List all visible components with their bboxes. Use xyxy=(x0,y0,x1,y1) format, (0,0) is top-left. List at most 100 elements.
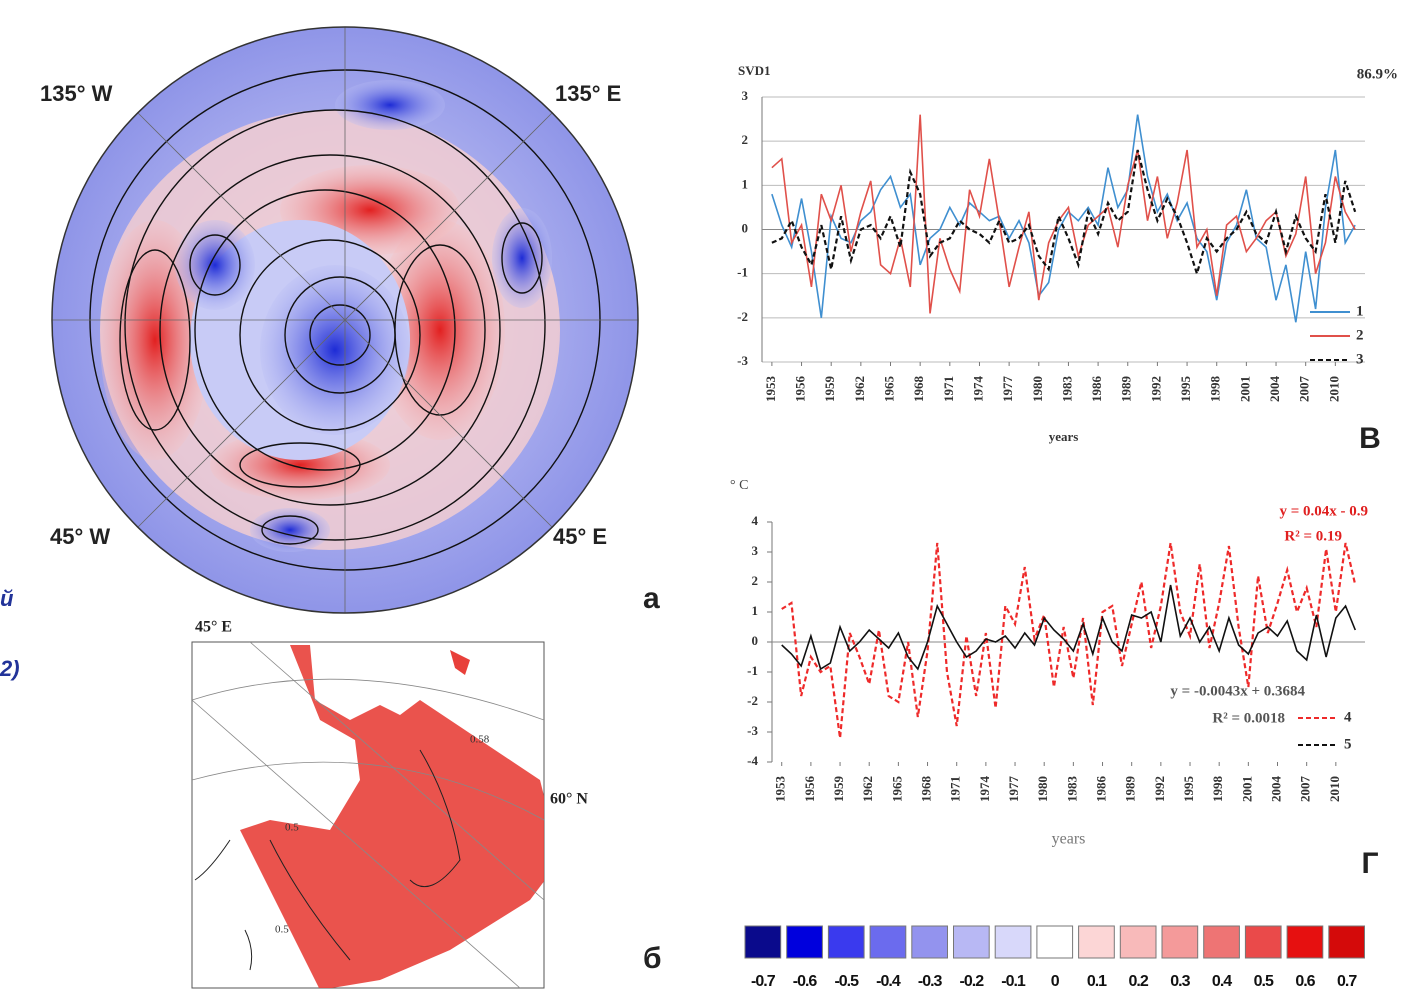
contour-label: 0.5 xyxy=(275,924,289,936)
polar-map xyxy=(52,27,638,613)
colorbar-label: -0.3 xyxy=(918,973,943,990)
polar-border xyxy=(51,26,639,614)
x-tick-label: 1974 xyxy=(970,376,985,403)
color-swatch xyxy=(953,925,990,959)
y-tick-label: 2 xyxy=(742,132,749,147)
panel-label: б xyxy=(643,942,662,975)
x-tick-label: 1968 xyxy=(911,376,926,403)
y-tick-label: 1 xyxy=(742,176,749,191)
x-tick-label: 1965 xyxy=(881,376,896,403)
legend-label: 3 xyxy=(1356,351,1364,367)
chart-title: SVD1 xyxy=(738,63,771,78)
y-tick-label: -3 xyxy=(747,723,758,738)
colorbar-label: 0.4 xyxy=(1212,973,1232,990)
map-label: 45° W xyxy=(50,524,110,549)
map-label: 60° N xyxy=(550,791,588,808)
color-swatch xyxy=(911,925,948,959)
annotation: 86.9% xyxy=(1357,66,1398,82)
y-tick-label: 0 xyxy=(742,220,749,235)
panel-label: Г xyxy=(1361,847,1378,880)
x-tick-label: 2010 xyxy=(1326,376,1341,402)
x-tick-label: 1956 xyxy=(802,776,817,803)
colorbar-label: 0.3 xyxy=(1170,973,1190,990)
series-line xyxy=(771,114,1356,323)
x-tick-label: 1959 xyxy=(831,776,846,803)
colorbar-label: 0.5 xyxy=(1254,973,1274,990)
y-tick-label: 3 xyxy=(742,88,749,103)
x-tick-label: 2001 xyxy=(1237,376,1252,402)
color-swatch xyxy=(1119,925,1157,959)
color-swatch xyxy=(869,925,907,959)
x-tick-label: 1980 xyxy=(1035,776,1050,802)
cut-text: й xyxy=(0,586,14,611)
color-swatch xyxy=(994,925,1032,959)
colorbar-label: 0.6 xyxy=(1295,973,1315,990)
map-label: 45° E xyxy=(553,524,607,549)
x-tick-label: 1956 xyxy=(793,376,808,403)
trend-equation: R² = 0.19 xyxy=(1284,528,1342,544)
x-tick-label: 2004 xyxy=(1268,776,1283,803)
regional-map xyxy=(192,642,544,988)
x-tick-label: 2007 xyxy=(1298,776,1313,803)
colorbar-label: -0.2 xyxy=(960,973,985,990)
y-tick-label: -3 xyxy=(737,353,748,368)
colorbar-label: 0 xyxy=(1051,973,1060,990)
x-tick-label: 1965 xyxy=(889,776,904,803)
x-axis-label: years xyxy=(1049,429,1079,444)
color-swatch xyxy=(1161,925,1199,959)
x-tick-label: 1959 xyxy=(822,376,837,403)
x-tick-label: 1989 xyxy=(1123,776,1138,803)
legend-label: 4 xyxy=(1344,709,1352,725)
x-tick-label: 1983 xyxy=(1064,776,1079,803)
cut-text: 2) xyxy=(0,656,20,681)
x-tick-label: 1971 xyxy=(948,776,963,802)
panel-label: а xyxy=(643,582,660,615)
x-tick-label: 1977 xyxy=(1006,775,1021,802)
color-swatch xyxy=(1328,925,1366,959)
x-tick-label: 1971 xyxy=(941,376,956,402)
x-tick-label: 1986 xyxy=(1094,776,1109,803)
x-tick-label: 1974 xyxy=(977,776,992,803)
y-tick-label: -4 xyxy=(747,753,758,768)
colorbar-label: -0.4 xyxy=(876,973,901,990)
colorbar-label: -0.5 xyxy=(834,973,859,990)
colorbar-label: 0.7 xyxy=(1337,973,1357,990)
x-tick-label: 1998 xyxy=(1208,376,1223,403)
y-tick-label: 2 xyxy=(752,573,759,588)
series-line xyxy=(781,584,1357,671)
colorbar-label: -0.6 xyxy=(793,973,818,990)
trend-equation: y = -0.0043x + 0.3684 xyxy=(1170,683,1305,699)
color-swatch xyxy=(1286,925,1324,959)
legend-label: 2 xyxy=(1356,327,1364,343)
y-tick-label: 1 xyxy=(752,603,759,618)
x-tick-label: 1983 xyxy=(1059,376,1074,403)
colorbar-label: -0.1 xyxy=(1001,973,1026,990)
x-tick-label: 1953 xyxy=(773,776,788,803)
x-tick-label: 1989 xyxy=(1119,376,1134,403)
color-swatch xyxy=(827,925,865,959)
legend-label: 1 xyxy=(1356,303,1364,319)
y-tick-label: 3 xyxy=(752,543,759,558)
map-label: 135° W xyxy=(40,81,113,106)
x-tick-label: 1992 xyxy=(1148,376,1163,402)
y-tick-label: 0 xyxy=(752,633,759,648)
x-tick-label: 1986 xyxy=(1089,376,1104,403)
map-label: 45° E xyxy=(195,619,232,636)
colorbar-label: 0.1 xyxy=(1087,973,1107,990)
color-swatch xyxy=(1078,925,1115,959)
x-tick-label: 1980 xyxy=(1030,376,1045,402)
x-tick-label: 1995 xyxy=(1181,776,1196,803)
y-tick-label: 4 xyxy=(752,513,759,528)
x-tick-label: 2004 xyxy=(1267,376,1282,403)
colorbar-label: -0.7 xyxy=(751,973,776,990)
x-tick-label: 2001 xyxy=(1239,776,1254,802)
map-label: 135° E xyxy=(555,81,621,106)
x-tick-label: 1962 xyxy=(852,376,867,402)
color-swatch xyxy=(744,925,782,959)
x-tick-label: 1977 xyxy=(1000,375,1015,402)
color-swatch xyxy=(1203,925,1240,959)
series-line xyxy=(771,114,1356,314)
series-line xyxy=(781,542,1357,739)
contour-label: 0.58 xyxy=(470,734,490,746)
color-swatch xyxy=(1244,925,1282,959)
